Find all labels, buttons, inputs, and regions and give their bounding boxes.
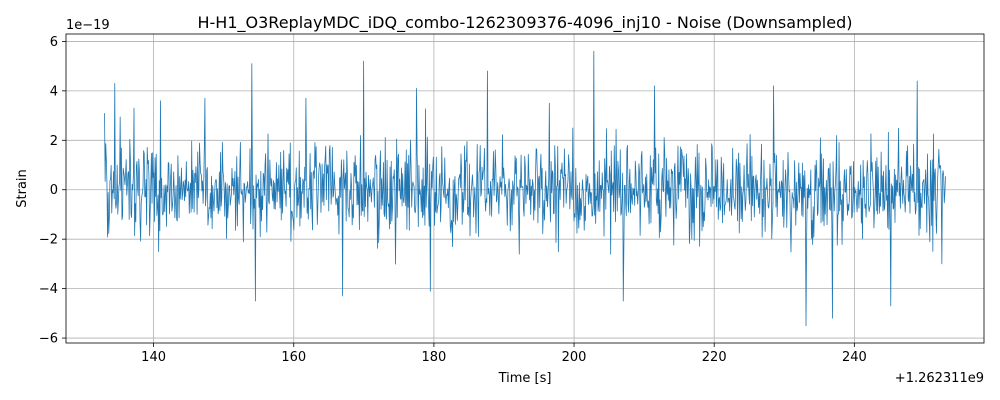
y-tick-label: 4 [50,84,58,99]
y-axis-label: Strain [15,169,30,208]
x-axis-offset-label: +1.262311e9 [895,371,984,386]
axes-frame [65,33,985,344]
y-tick-label: −6 [39,332,58,347]
y-tick-label: −4 [39,282,58,297]
x-tick-label: 160 [281,350,306,365]
x-tick-label: 200 [562,350,587,365]
y-axis-ticks: −6 −4 −2 0 2 4 6 [39,35,66,347]
x-axis-label: Time [s] [498,371,552,386]
y-tick-label: 6 [50,35,58,50]
y-tick-label: −2 [39,233,58,248]
y-tick-label: 0 [50,183,58,198]
y-tick-label: 2 [50,134,58,149]
y-axis-scale-label: 1e−19 [66,18,110,33]
plot-area [104,50,946,327]
strain-series-line [104,50,946,327]
chart-title: H-H1_O3ReplayMDC_iDQ_combo-1262309376-40… [198,13,853,33]
x-tick-label: 140 [141,350,166,365]
x-axis-ticks: 140 160 180 200 220 240 [141,343,867,365]
x-tick-label: 180 [421,350,446,365]
x-tick-label: 220 [702,350,727,365]
x-tick-label: 240 [842,350,867,365]
